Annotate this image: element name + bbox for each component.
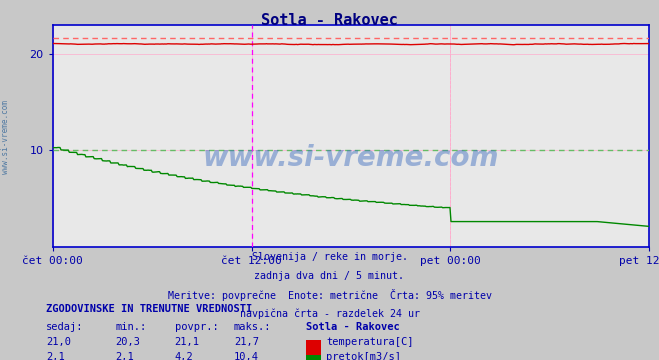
Text: www.si-vreme.com: www.si-vreme.com bbox=[1, 100, 10, 174]
Text: ZGODOVINSKE IN TRENUTNE VREDNOSTI: ZGODOVINSKE IN TRENUTNE VREDNOSTI bbox=[46, 304, 252, 314]
Text: Slovenija / reke in morje.: Slovenija / reke in morje. bbox=[252, 252, 407, 262]
Text: min.:: min.: bbox=[115, 322, 146, 332]
Text: Sotla - Rakovec: Sotla - Rakovec bbox=[306, 322, 400, 332]
Text: maks.:: maks.: bbox=[234, 322, 272, 332]
Text: 2,1: 2,1 bbox=[115, 352, 134, 360]
Text: Meritve: povprečne  Enote: metrične  Črta: 95% meritev: Meritve: povprečne Enote: metrične Črta:… bbox=[167, 289, 492, 301]
Text: 21,0: 21,0 bbox=[46, 337, 71, 347]
Text: 10,4: 10,4 bbox=[234, 352, 259, 360]
Text: temperatura[C]: temperatura[C] bbox=[326, 337, 414, 347]
Text: Sotla - Rakovec: Sotla - Rakovec bbox=[261, 13, 398, 28]
Text: 4,2: 4,2 bbox=[175, 352, 193, 360]
Text: sedaj:: sedaj: bbox=[46, 322, 84, 332]
Text: navpična črta - razdelek 24 ur: navpična črta - razdelek 24 ur bbox=[239, 308, 420, 319]
Text: 2,1: 2,1 bbox=[46, 352, 65, 360]
Text: 21,7: 21,7 bbox=[234, 337, 259, 347]
Text: pretok[m3/s]: pretok[m3/s] bbox=[326, 352, 401, 360]
Text: 20,3: 20,3 bbox=[115, 337, 140, 347]
Text: www.si-vreme.com: www.si-vreme.com bbox=[203, 144, 499, 172]
Text: 21,1: 21,1 bbox=[175, 337, 200, 347]
Text: povpr.:: povpr.: bbox=[175, 322, 218, 332]
Text: zadnja dva dni / 5 minut.: zadnja dva dni / 5 minut. bbox=[254, 271, 405, 281]
